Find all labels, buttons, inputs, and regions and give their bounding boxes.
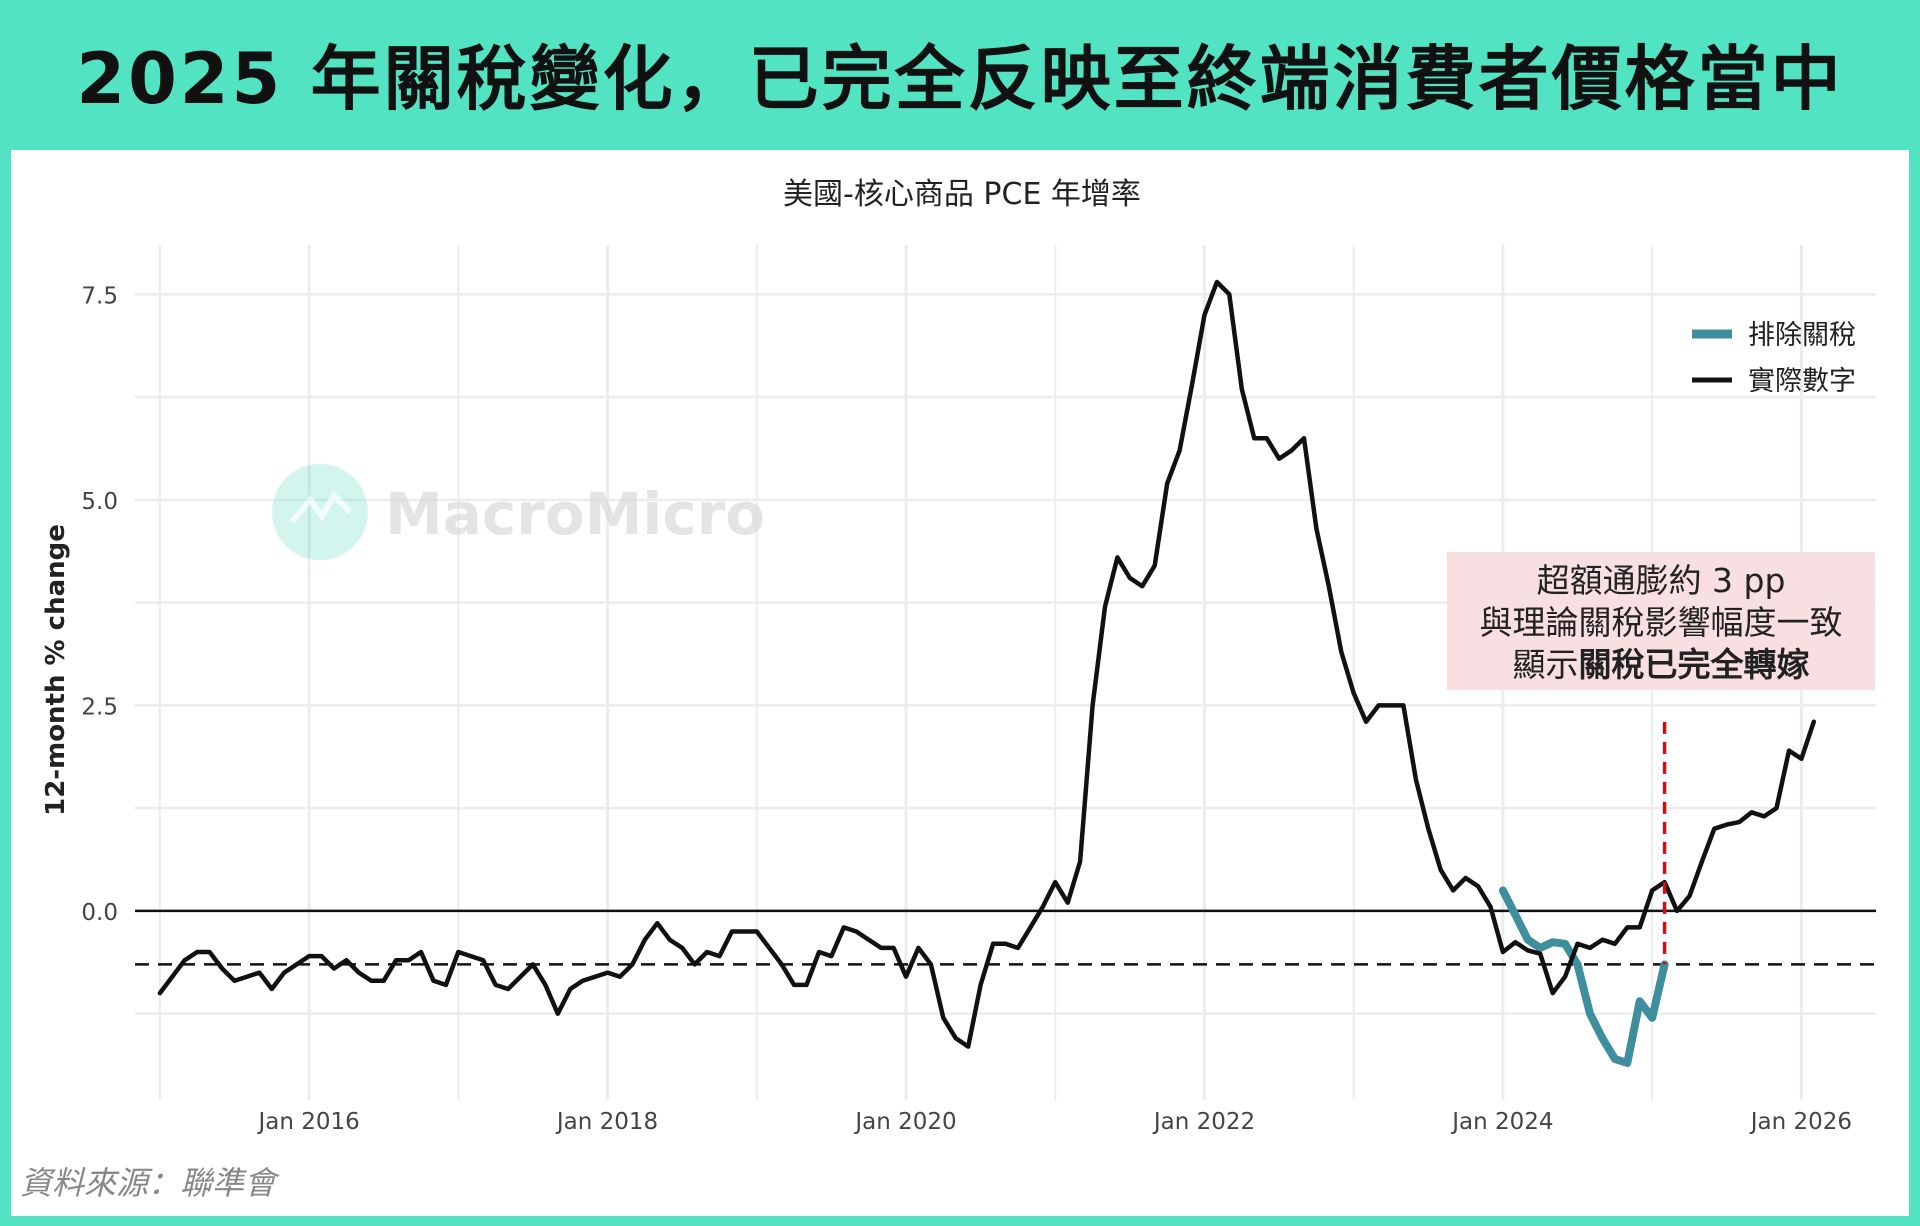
y-tick-label: 7.5 xyxy=(81,283,118,309)
watermark-text: MacroMicro xyxy=(385,480,765,548)
watermark: MacroMicro xyxy=(272,464,765,560)
title-banner: 2025 年關稅變化，已完全反映至終端消費者價格當中 xyxy=(0,0,1920,146)
y-tick-label: 0.0 xyxy=(81,900,118,926)
annotation-box: 超額通膨約 3 pp 與理論關稅影響幅度一致 顯示關稅已完全轉嫁 xyxy=(1447,552,1875,690)
legend-label: 排除關稅 xyxy=(1748,320,1856,351)
y-tick-label: 2.5 xyxy=(81,694,118,720)
x-tick-label: Jan 2016 xyxy=(256,1109,359,1135)
actual-series-line xyxy=(157,279,1817,1049)
annotation-line-2: 與理論關稅影響幅度一致 xyxy=(1479,603,1843,642)
x-tick-label: Jan 2024 xyxy=(1450,1109,1553,1135)
y-axis-label: 12-month % change xyxy=(41,524,71,816)
annotation-line-1: 超額通膨約 3 pp xyxy=(1536,561,1786,600)
x-tick-label: Jan 2022 xyxy=(1152,1109,1255,1135)
x-axis-ticks: Jan 2016 Jan 2018 Jan 2020 Jan 2022 Jan 2024… xyxy=(256,1109,1852,1135)
x-tick-label: Jan 2026 xyxy=(1749,1109,1852,1135)
x-tick-label: Jan 2020 xyxy=(853,1109,956,1135)
chart-title: 美國-核心商品 PCE 年增率 xyxy=(783,177,1141,212)
y-axis-ticks: 0.0 2.5 5.0 7.5 xyxy=(81,283,118,926)
source-note: 資料來源：聯準會 xyxy=(20,1164,277,1202)
reference-lines xyxy=(135,909,1876,966)
legend-label: 實際數字 xyxy=(1748,366,1856,397)
annotation-line-3-bold: 關稅已完全轉嫁 xyxy=(1578,645,1810,684)
series-lines xyxy=(157,279,1817,1067)
annotation-line-3: 顯示關稅已完全轉嫁 xyxy=(1447,644,1875,686)
x-tick-label: Jan 2018 xyxy=(555,1109,658,1135)
annotation-line-3-prefix: 顯示 xyxy=(1512,645,1579,684)
page-title: 2025 年關稅變化，已完全反映至終端消費者價格當中 xyxy=(76,37,1844,120)
y-tick-label: 5.0 xyxy=(81,489,118,515)
ex-tariff-series-line xyxy=(1498,886,1669,1067)
